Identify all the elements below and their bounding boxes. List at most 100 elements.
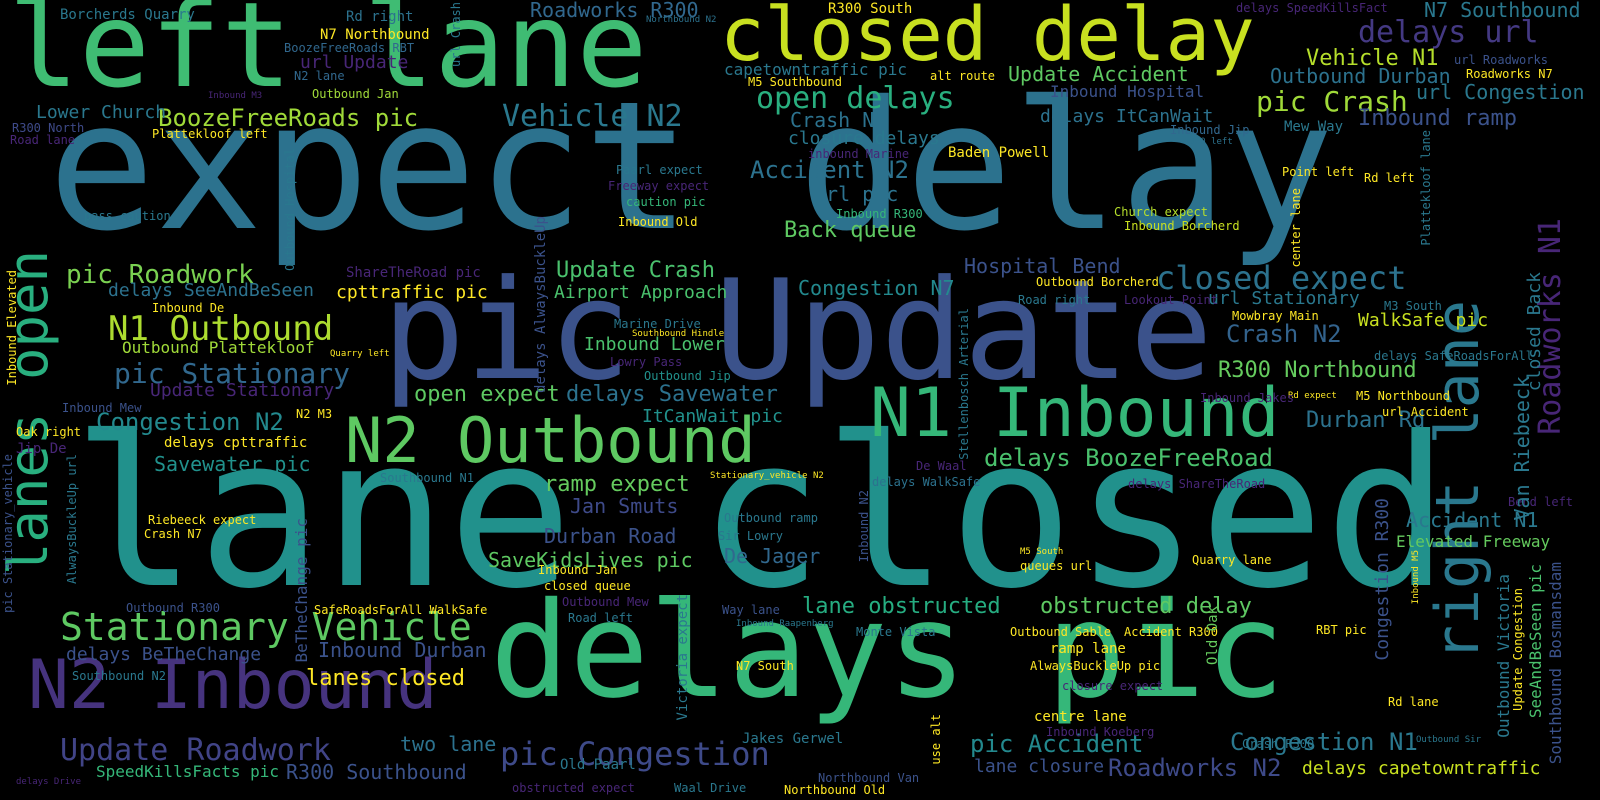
word: delays Savewater [566, 382, 778, 407]
word: closed queue [544, 579, 631, 593]
word: R300 South [828, 1, 913, 17]
word: delays SeeAndBeSeen [108, 280, 314, 301]
word: Monte Vista [856, 625, 936, 639]
word: url Roadworks [1454, 53, 1548, 67]
word: Inbound M5 [1411, 550, 1421, 605]
word: delays SpeedKillsFact [1236, 1, 1388, 15]
word: De Waal [916, 459, 967, 473]
word: Outbound Sir [1416, 735, 1482, 745]
word: Roadworks N2 [1108, 754, 1282, 782]
word: N1 Outbound [108, 309, 334, 349]
word: Back queue [784, 218, 917, 243]
word: obstructed expect [512, 781, 635, 795]
word: Airport Approach [554, 282, 728, 303]
word: Lowry Pass [610, 355, 683, 369]
word: Outbound R300 [126, 601, 220, 615]
word: url Crash [449, 2, 463, 68]
word: caution pic [626, 195, 706, 209]
word: Outbound Mew [562, 595, 649, 609]
word: M5 Northbound [1356, 389, 1450, 403]
word: Jakes Gerwel [742, 731, 844, 747]
word: Mowbray Main [1232, 309, 1319, 323]
word: Baden Powell [948, 145, 1050, 161]
word: lane closure [974, 756, 1105, 777]
word: delays ShareTheRoad [1128, 477, 1266, 491]
word: delays WalkSafe [872, 475, 981, 489]
word: Accident N1 [1406, 508, 1539, 532]
word: Inbound M3 [208, 91, 263, 101]
word: Point left [1282, 165, 1355, 179]
word: Marine Drive [614, 317, 701, 331]
word: Sir Lowry [718, 529, 784, 543]
word: Rd lane [1388, 695, 1439, 709]
word: Plattekloof lane [1419, 130, 1433, 246]
word: Crash N7 [144, 527, 202, 541]
word: Crash R300 [1242, 737, 1315, 751]
word: Northbound N2 [646, 15, 717, 25]
word: cpttraffic pic [336, 282, 488, 303]
word: Quarry lane [1192, 553, 1272, 567]
word: closure delays [788, 128, 940, 149]
word: Northbound Old [784, 783, 886, 797]
word: WalkSafe pic [1358, 310, 1489, 331]
word: closure expect [1062, 679, 1164, 693]
word: Jan Smuts [570, 494, 679, 518]
word: Inbound Jip [1170, 123, 1250, 137]
word: Elevated Freeway [1396, 532, 1551, 551]
word: ramp expect [544, 472, 690, 497]
word: url pic [814, 182, 899, 206]
word: url Congestion [1416, 80, 1585, 104]
word: pic Crash [1256, 85, 1408, 118]
word: alt route [930, 69, 996, 83]
word: open delays [756, 81, 955, 116]
word: R300 Northbound [1218, 358, 1417, 383]
word: pic Stationary_vehicle [1, 454, 15, 613]
word: Stellenbosch Arterial [957, 308, 971, 460]
word: centre lane [1034, 709, 1127, 725]
word: Inbound De [152, 301, 225, 315]
word: Hospital Bend [964, 254, 1121, 278]
word: Inbound Koeberg [1046, 725, 1155, 739]
word: Road lane [10, 133, 76, 147]
word: Outbound Sable [1010, 625, 1112, 639]
word: Update Stationary [150, 380, 335, 401]
word: Jip De [16, 441, 67, 457]
word: Inbound Old [618, 215, 698, 229]
word: Roadworks N7 [1466, 67, 1553, 81]
word: pass caution [84, 209, 171, 223]
word: Inbound Jan [538, 563, 618, 577]
word: Crash N1 [790, 108, 887, 132]
word: SafeRoadsForAll WalkSafe [314, 603, 488, 617]
word: Mew Way [1284, 119, 1344, 135]
word: capetowntraffic pic [724, 60, 908, 79]
word: N7 South [736, 659, 794, 673]
word: Savewater pic [154, 452, 311, 476]
word: Old Oak [1205, 606, 1221, 666]
word: Southbound Bosmansdam [1546, 562, 1565, 765]
word: R300 North [12, 121, 85, 135]
word: SeeAndBeSeen pic [1526, 564, 1545, 719]
word: Road right [1018, 293, 1091, 307]
word: two lane [400, 732, 497, 756]
word: Durban Rd [1306, 408, 1426, 433]
word: AlwaysBuckleUp pic [1030, 659, 1161, 673]
word: Inbound Jakes [1200, 391, 1294, 405]
word: Riebeeck expect [148, 513, 257, 527]
word: Outbound Jan [312, 87, 399, 101]
word: delays Drive [16, 777, 82, 787]
word: Lower Church [36, 102, 167, 123]
word: ShareTheRoad pic [346, 265, 481, 281]
word: closed Back [1524, 272, 1545, 392]
word: BoozeFreeRoads pic [158, 104, 419, 132]
word: pic Roadwork [66, 260, 254, 290]
word: Van Riebeeck [1510, 376, 1534, 521]
word: Paarl expect [616, 163, 703, 177]
word: lane closed [72, 393, 1450, 635]
word: Durban Road [544, 524, 677, 548]
word: expect delay [48, 63, 1334, 270]
word: delays AlwaysBuckleUp [533, 216, 549, 394]
word: open expect [414, 382, 560, 407]
word: N2 lane [294, 69, 345, 83]
word: delays ItCanWait [1040, 106, 1214, 127]
